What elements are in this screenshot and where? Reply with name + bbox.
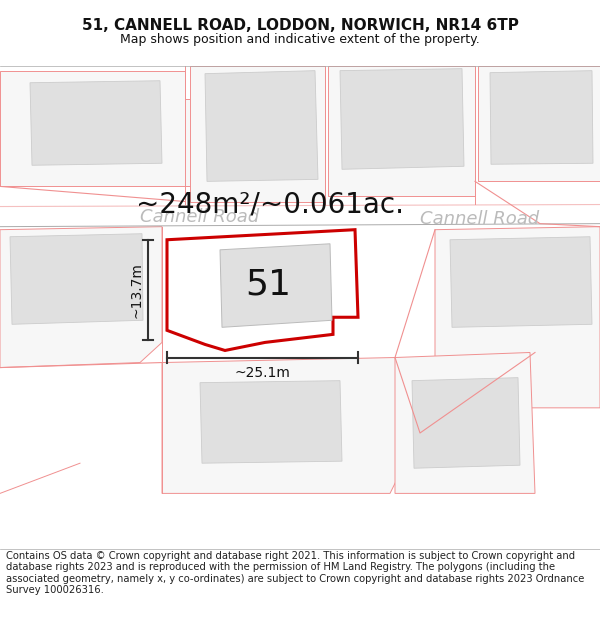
Polygon shape (167, 229, 358, 351)
Polygon shape (220, 244, 332, 328)
Polygon shape (490, 71, 593, 164)
Polygon shape (395, 352, 535, 493)
Text: Cannell Road: Cannell Road (140, 208, 260, 226)
Polygon shape (10, 234, 143, 324)
Polygon shape (200, 381, 342, 463)
Polygon shape (0, 71, 200, 186)
Text: Map shows position and indicative extent of the property.: Map shows position and indicative extent… (120, 33, 480, 46)
Polygon shape (30, 81, 162, 165)
Text: ~13.7m: ~13.7m (129, 262, 143, 318)
Polygon shape (162, 357, 420, 493)
Polygon shape (478, 66, 600, 181)
Polygon shape (0, 204, 600, 227)
Polygon shape (328, 66, 475, 196)
Polygon shape (412, 378, 520, 468)
Text: Cannell Road: Cannell Road (421, 209, 539, 227)
Polygon shape (190, 66, 325, 201)
Text: 51: 51 (245, 267, 291, 301)
Polygon shape (205, 71, 318, 181)
Text: 51, CANNELL ROAD, LODDON, NORWICH, NR14 6TP: 51, CANNELL ROAD, LODDON, NORWICH, NR14 … (82, 18, 518, 32)
Text: ~248m²/~0.061ac.: ~248m²/~0.061ac. (136, 191, 404, 219)
Polygon shape (340, 69, 464, 169)
Polygon shape (0, 227, 162, 368)
Polygon shape (450, 237, 592, 328)
Polygon shape (435, 227, 600, 408)
Text: Contains OS data © Crown copyright and database right 2021. This information is : Contains OS data © Crown copyright and d… (6, 551, 584, 596)
Text: ~25.1m: ~25.1m (235, 366, 290, 379)
